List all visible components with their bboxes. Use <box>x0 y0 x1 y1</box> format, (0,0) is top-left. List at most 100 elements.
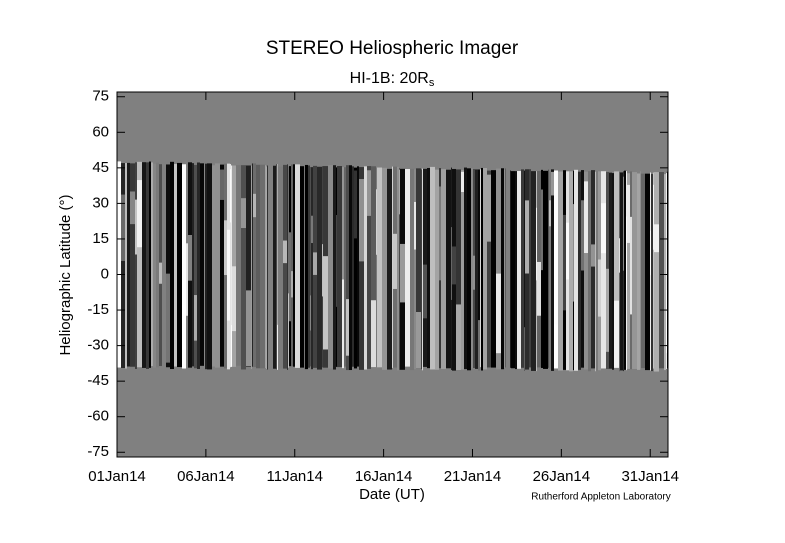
image-patch <box>354 170 357 239</box>
image-stripe <box>241 165 246 370</box>
image-patch <box>220 169 224 200</box>
image-stripe <box>504 169 505 368</box>
image-stripe <box>153 163 156 368</box>
image-patch <box>130 191 135 225</box>
image-stripe <box>135 162 137 369</box>
image-stripe <box>342 167 344 369</box>
image-patch <box>311 215 313 244</box>
image-stripe <box>620 172 623 371</box>
chart-title: STEREO Heliospheric Imager <box>266 38 519 59</box>
image-stripe <box>359 167 364 370</box>
image-stripe <box>205 163 207 370</box>
image-stripe <box>399 168 400 370</box>
image-stripe <box>551 169 554 371</box>
image-patch <box>232 266 236 332</box>
image-patch <box>626 216 627 290</box>
image-stripe <box>253 163 256 368</box>
image-patch <box>524 327 525 371</box>
image-patch <box>288 293 289 368</box>
image-stripe <box>554 170 558 369</box>
image-stripe <box>637 173 640 370</box>
image-stripe <box>653 172 654 369</box>
image-patch <box>541 189 543 271</box>
image-patch <box>121 194 125 261</box>
image-stripe <box>232 165 236 367</box>
image-patch <box>654 224 659 253</box>
image-patch <box>400 243 405 303</box>
image-patch <box>359 179 364 262</box>
image-stripe <box>645 173 650 371</box>
image-patch <box>536 207 537 281</box>
image-stripe <box>162 162 166 369</box>
image-stripe <box>293 164 295 367</box>
image-stripe <box>382 167 387 370</box>
image-stripe <box>609 172 612 369</box>
image-stripe <box>277 164 278 370</box>
image-stripe <box>666 173 667 370</box>
image-stripe <box>521 169 524 368</box>
image-stripe <box>346 165 349 371</box>
x-tick-label: 06Jan14 <box>177 468 235 485</box>
image-stripe <box>204 164 205 369</box>
image-stripe <box>506 170 510 370</box>
image-patch <box>452 246 456 285</box>
image-stripe <box>246 165 251 367</box>
x-tick-label: 31Jan14 <box>621 468 679 485</box>
image-patch <box>551 171 554 196</box>
image-patch <box>342 279 344 369</box>
image-stripe <box>578 171 581 370</box>
image-stripe <box>354 167 357 369</box>
image-stripe <box>174 164 177 367</box>
image-patch <box>166 273 170 363</box>
image-patch <box>619 238 620 273</box>
image-patch <box>159 262 162 284</box>
y-tick-label: 75 <box>92 88 109 105</box>
image-stripe <box>475 169 478 369</box>
image-patch <box>322 244 323 297</box>
image-stripe <box>291 164 293 367</box>
image-patch <box>231 325 232 367</box>
image-stripe <box>305 164 308 370</box>
image-stripe <box>376 168 377 367</box>
image-stripe <box>252 163 253 367</box>
image-stripe <box>435 169 439 370</box>
image-stripe <box>421 169 422 370</box>
image-patch <box>194 295 197 341</box>
y-tick-label: -15 <box>87 301 109 318</box>
image-stripe <box>548 169 549 368</box>
image-stripe <box>654 172 659 372</box>
image-stripe <box>278 166 283 369</box>
image-stripe <box>287 164 288 370</box>
image-stripe <box>461 170 464 370</box>
plot-area <box>117 92 668 457</box>
image-stripe <box>632 172 637 369</box>
image-stripe <box>328 165 333 369</box>
image-patch <box>478 320 480 371</box>
image-patch <box>367 170 371 216</box>
image-stripe <box>300 166 304 368</box>
image-stripe <box>268 165 273 368</box>
image-patch <box>416 312 421 369</box>
image-stripe <box>260 164 265 369</box>
image-stripe <box>127 162 130 367</box>
image-stripe <box>197 162 200 369</box>
image-stripe <box>601 171 606 369</box>
y-tick-label: -75 <box>87 443 109 460</box>
image-stripe <box>414 169 416 370</box>
image-stripe <box>304 166 305 370</box>
image-stripe <box>310 167 311 367</box>
image-patch <box>135 199 137 255</box>
y-tick-label: -60 <box>87 408 109 425</box>
image-stripe <box>149 161 151 368</box>
y-tick-label: 45 <box>92 159 109 176</box>
image-patch <box>614 300 619 368</box>
image-stripe <box>352 166 354 367</box>
subtitle-text: HI-1B: 20R <box>350 70 429 87</box>
image-stripe <box>392 166 393 368</box>
image-stripe <box>125 163 127 369</box>
y-tick-label: -30 <box>87 337 109 354</box>
image-patch <box>584 181 588 254</box>
image-patch <box>323 256 328 350</box>
image-patch <box>346 299 349 356</box>
